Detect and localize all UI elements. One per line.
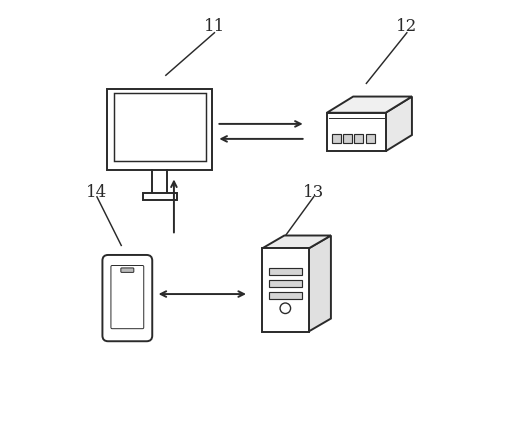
Bar xyxy=(332,134,341,143)
Polygon shape xyxy=(262,249,309,332)
Bar xyxy=(269,292,301,299)
Polygon shape xyxy=(327,97,412,113)
Text: 12: 12 xyxy=(396,18,418,35)
Bar xyxy=(269,268,301,275)
Polygon shape xyxy=(262,235,331,249)
Bar xyxy=(113,93,206,161)
Bar xyxy=(142,193,177,200)
Bar xyxy=(343,134,352,143)
Text: 13: 13 xyxy=(303,184,324,201)
FancyBboxPatch shape xyxy=(111,265,143,329)
Polygon shape xyxy=(309,235,331,332)
Polygon shape xyxy=(385,97,412,151)
Bar xyxy=(354,134,363,143)
Bar xyxy=(107,89,212,170)
Text: 11: 11 xyxy=(204,18,225,35)
Circle shape xyxy=(280,303,291,314)
FancyBboxPatch shape xyxy=(103,255,152,341)
Bar xyxy=(366,134,375,143)
Polygon shape xyxy=(327,113,385,151)
Bar xyxy=(269,280,301,287)
Text: 14: 14 xyxy=(87,184,108,201)
FancyBboxPatch shape xyxy=(121,268,134,272)
